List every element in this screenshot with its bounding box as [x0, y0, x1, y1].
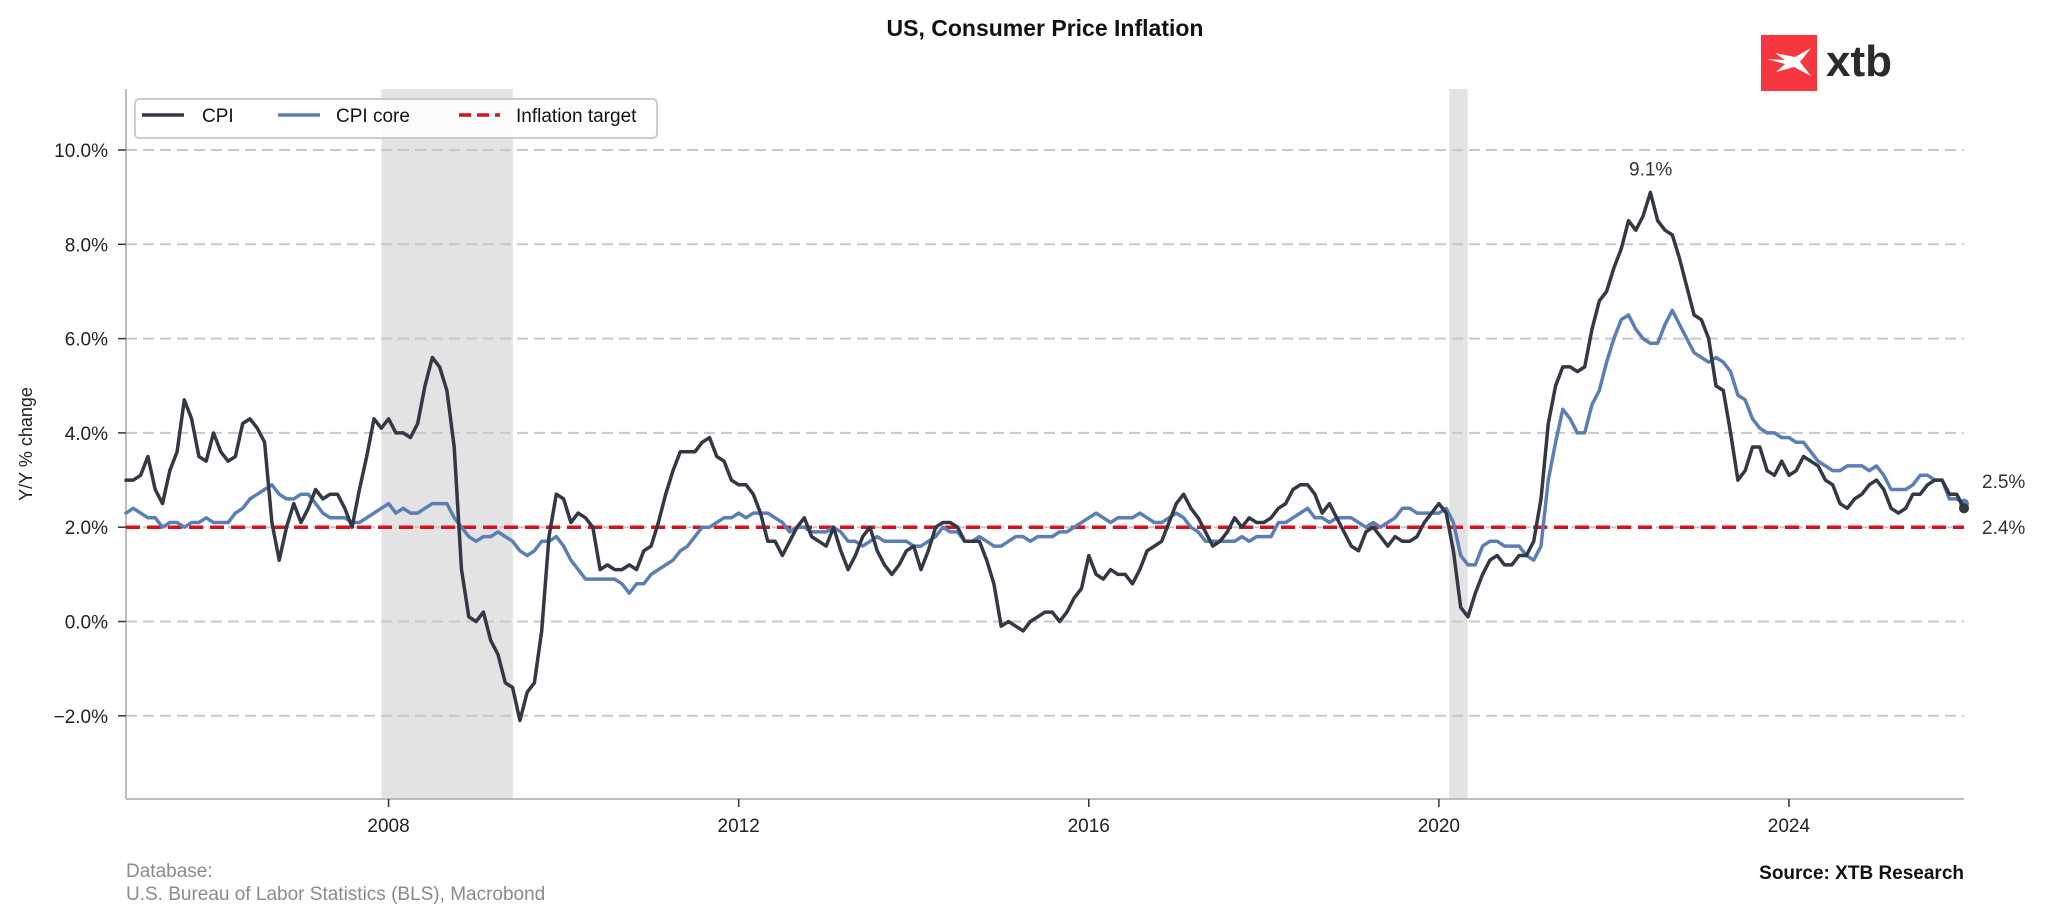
- footer-database-label: Database:: [126, 861, 213, 882]
- shaded-periods: [381, 89, 1468, 799]
- annotation-cpi-core-last: 2.5%: [1982, 472, 2025, 493]
- x-tick-label: 2008: [367, 816, 409, 837]
- legend-item-cpi: CPI: [142, 106, 234, 127]
- shaded-period-1: [1449, 89, 1468, 799]
- y-tick-label: 4.0%: [65, 424, 108, 445]
- x-tick-label: 2020: [1418, 816, 1460, 837]
- footer-database-source: U.S. Bureau of Labor Statistics (BLS), M…: [126, 884, 545, 905]
- y-axis-label: Y/Y % change: [16, 387, 36, 501]
- x-tick-label: 2016: [1068, 816, 1110, 837]
- legend-label-cpi: CPI: [202, 106, 234, 127]
- y-ticks: −2.0% 0.0% 2.0% 4.0% 6.0% 8.0% 10.0%: [54, 141, 126, 728]
- legend-label-cpi-core: CPI core: [336, 106, 410, 127]
- chart-title: US, Consumer Price Inflation: [887, 15, 1204, 41]
- legend-item-inflation-target: Inflation target: [459, 106, 637, 127]
- x-tick-label: 2012: [718, 816, 760, 837]
- annotation-cpi-last: 2.4%: [1982, 518, 2025, 539]
- y-tick-label: 0.0%: [65, 613, 108, 634]
- x-tick-label: 2024: [1768, 816, 1811, 837]
- series-line-cpi: [124, 190, 1966, 723]
- y-tick-label: −2.0%: [54, 707, 109, 728]
- shaded-period-0: [381, 89, 513, 799]
- x-ticks: 2008 2012 2016 2020 2024: [367, 799, 1811, 837]
- gridlines: [126, 149, 1964, 717]
- xtb-logo: xtb: [1761, 35, 1892, 91]
- series-endpoint-cpi: [1959, 503, 1969, 514]
- legend-box: [134, 98, 658, 139]
- y-tick-label: 10.0%: [54, 141, 108, 162]
- series-line-cpi-core: [124, 308, 1966, 595]
- y-tick-label: 2.0%: [65, 518, 108, 539]
- y-tick-label: 8.0%: [65, 235, 108, 256]
- legend-item-cpi-core: CPI core: [278, 106, 410, 127]
- axes: [125, 89, 1964, 800]
- annotation-peak: 9.1%: [1629, 159, 1672, 180]
- legend-label-inflation-target: Inflation target: [516, 106, 637, 127]
- x-mark-icon: [1767, 48, 1811, 76]
- y-tick-label: 6.0%: [65, 330, 108, 351]
- xtb-logo-text: xtb: [1826, 37, 1892, 86]
- footer-source: Source: XTB Research: [1759, 863, 1964, 884]
- series-lines: [124, 190, 1969, 723]
- annotations: 9.1% 2.5% 2.4%: [1629, 159, 2025, 539]
- legend: CPI CPI core Inflation target: [134, 98, 658, 139]
